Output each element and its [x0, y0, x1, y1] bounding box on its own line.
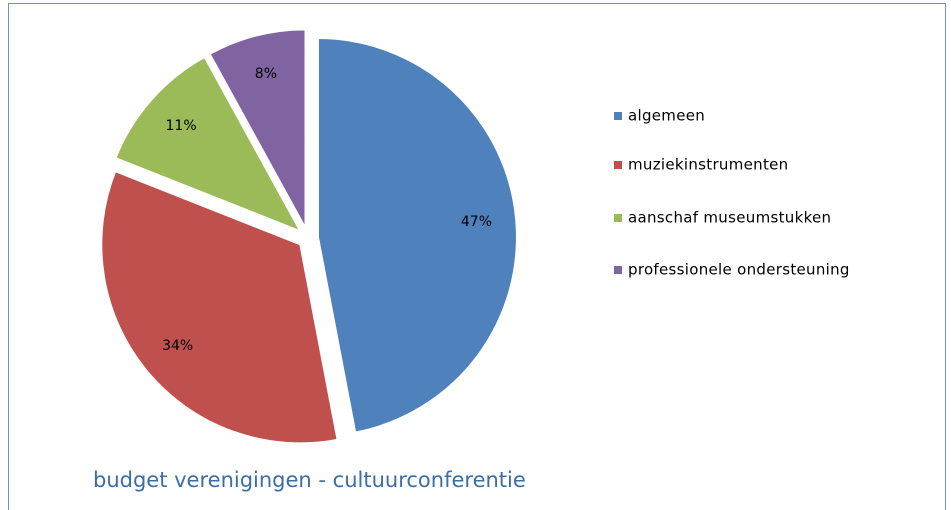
- data-label: 47%: [461, 214, 492, 230]
- data-label: 34%: [162, 338, 193, 354]
- legend-swatch: [614, 214, 622, 222]
- pie-slice: [316, 37, 518, 434]
- legend-label: aanschaf museumstukken: [628, 209, 831, 227]
- data-label: 11%: [166, 118, 197, 134]
- data-label: 8%: [255, 66, 277, 82]
- pie-slice: [208, 28, 307, 229]
- legend-label: algemeen: [628, 107, 705, 125]
- legend-label: professionele ondersteuning: [628, 261, 850, 279]
- legend-swatch: [614, 266, 622, 274]
- legend-label: muziekinstrumenten: [628, 156, 788, 174]
- legend-swatch: [614, 112, 622, 120]
- chart-title: budget verenigingen - cultuurconferentie: [93, 468, 526, 492]
- pie-slice: [100, 169, 339, 445]
- legend-swatch: [614, 161, 622, 169]
- pie-slice: [114, 55, 303, 234]
